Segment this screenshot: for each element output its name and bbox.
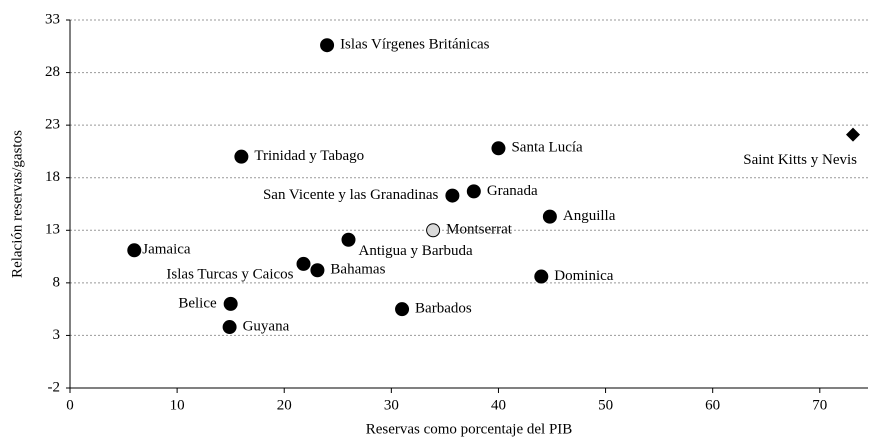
point-label: Trinidad y Tabago — [254, 148, 364, 164]
point-label: Barbados — [415, 301, 472, 317]
point — [466, 184, 481, 199]
point-label: Anguilla — [563, 208, 616, 224]
y-axis-label: Relación reservas/gastos — [9, 130, 25, 278]
point-label: Antigua y Barbuda — [358, 243, 472, 259]
point-label: Montserrat — [446, 222, 513, 238]
y-tick-label: -2 — [48, 379, 61, 395]
point — [310, 263, 325, 278]
point-label: Islas Turcas y Caicos — [166, 266, 293, 282]
point-label: Jamaica — [142, 242, 191, 258]
point — [222, 320, 237, 335]
y-tick-label: 18 — [45, 169, 60, 185]
y-tick-label: 33 — [45, 11, 60, 27]
point — [234, 149, 249, 164]
point — [846, 127, 861, 142]
point-label: Santa Lucía — [511, 140, 583, 156]
point-label: Islas Vírgenes Británicas — [340, 37, 490, 53]
point-label: Dominica — [554, 268, 613, 284]
point — [320, 38, 335, 53]
x-tick-label: 70 — [812, 397, 827, 413]
point — [534, 269, 549, 284]
point — [491, 141, 506, 156]
point — [223, 296, 238, 311]
point — [542, 209, 557, 224]
point — [395, 302, 410, 317]
y-tick-label: 23 — [45, 117, 60, 133]
x-tick-label: 60 — [705, 397, 720, 413]
point — [296, 256, 311, 271]
y-tick-label: 28 — [45, 64, 60, 80]
point — [127, 243, 142, 258]
point-label: Guyana — [243, 318, 290, 334]
point-label: Granada — [487, 183, 538, 199]
x-tick-label: 10 — [170, 397, 185, 413]
point — [341, 232, 356, 247]
point-label: Bahamas — [330, 262, 385, 278]
point-label: Belice — [178, 295, 217, 311]
y-tick-label: 8 — [53, 274, 61, 290]
x-tick-label: 50 — [598, 397, 613, 413]
x-tick-label: 30 — [384, 397, 399, 413]
x-tick-label: 20 — [277, 397, 292, 413]
point — [426, 223, 441, 238]
point — [445, 188, 460, 203]
x-tick-label: 0 — [66, 397, 74, 413]
point-label: San Vicente y las Granadinas — [263, 187, 439, 203]
x-tick-label: 40 — [491, 397, 506, 413]
y-tick-label: 13 — [45, 222, 60, 238]
y-tick-label: 3 — [53, 327, 61, 343]
point-label: Saint Kitts y Nevis — [743, 152, 857, 168]
x-axis-label: Reservas como porcentaje del PIB — [366, 421, 573, 437]
